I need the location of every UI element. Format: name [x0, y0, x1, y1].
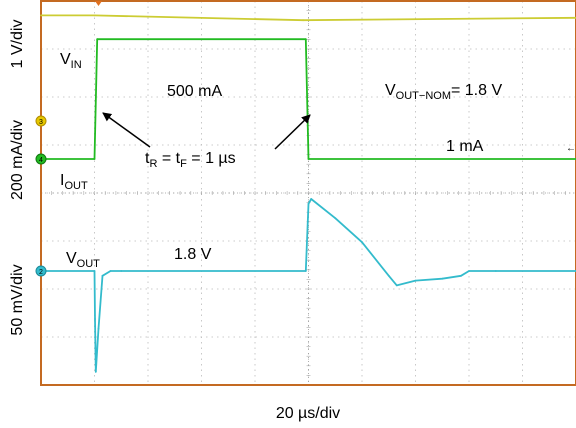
data-point-v-in [40, 14, 42, 17]
vout-scale-label: 50 mV/div [9, 264, 26, 335]
trigger-marker [95, 1, 102, 6]
channel-marker-2: 2 [35, 265, 47, 277]
iout-label: IOUT [60, 172, 88, 192]
data-point-i-out [96, 38, 99, 41]
iout-scale-label: 200 mA/div [9, 120, 26, 200]
data-point-v-out [361, 241, 363, 244]
trace-v-in [41, 14, 576, 22]
current-low-label: 1 mA [446, 138, 484, 155]
data-point-v-out [109, 270, 112, 272]
data-point-v-out [304, 270, 307, 272]
channel-marker-2-label: 2 [39, 269, 43, 276]
data-point-v-in [302, 19, 304, 22]
data-point-v-out [387, 274, 390, 277]
data-point-v-out [468, 270, 470, 272]
offscreen-trace-indicator: ← [566, 143, 576, 154]
data-point-v-out [94, 370, 97, 373]
channel-marker-4-label: 4 [39, 157, 43, 164]
vout-label: VOUT [66, 250, 100, 270]
x-axis-label: 20 µs/div [276, 405, 340, 422]
channel-marker-3: 3 [35, 115, 47, 127]
data-point-v-out [414, 279, 417, 282]
data-point-v-out [460, 274, 462, 277]
data-point-i-out [304, 38, 307, 41]
current-high-label: 500 mA [167, 83, 222, 100]
data-point-v-out [307, 202, 310, 205]
trace-i-out [41, 38, 576, 160]
data-point-v-out [441, 277, 444, 280]
data-point-i-out [93, 158, 96, 160]
data-point-v-out [310, 198, 313, 200]
data-point-v-out [334, 217, 337, 220]
vout-level-label: 1.8 V [174, 246, 212, 263]
vin-label: VIN [60, 51, 82, 71]
data-point-v-in [93, 14, 96, 17]
data-point-v-out [94, 318, 96, 320]
channel-marker-3-label: 3 [39, 119, 43, 126]
data-point-v-out [494, 270, 497, 272]
fall-arrow [274, 114, 311, 150]
vin-scale-label: 1 V/div [9, 20, 26, 69]
data-point-v-out [93, 270, 96, 272]
data-point-i-out [307, 158, 310, 160]
data-point-v-out [101, 274, 104, 277]
edge-time-label: tR = tF = 1 µs [145, 150, 236, 170]
data-point-v-out [395, 284, 398, 287]
nominal-voltage-label: VOUT−NOM= 1.8 V [385, 82, 502, 102]
data-point-v-out [97, 327, 100, 330]
channel-marker-4: 4 [35, 153, 47, 165]
data-point-v-out [120, 270, 123, 272]
traces [40, 14, 576, 373]
rise-arrow [102, 112, 151, 148]
plot-frame [40, 0, 576, 386]
